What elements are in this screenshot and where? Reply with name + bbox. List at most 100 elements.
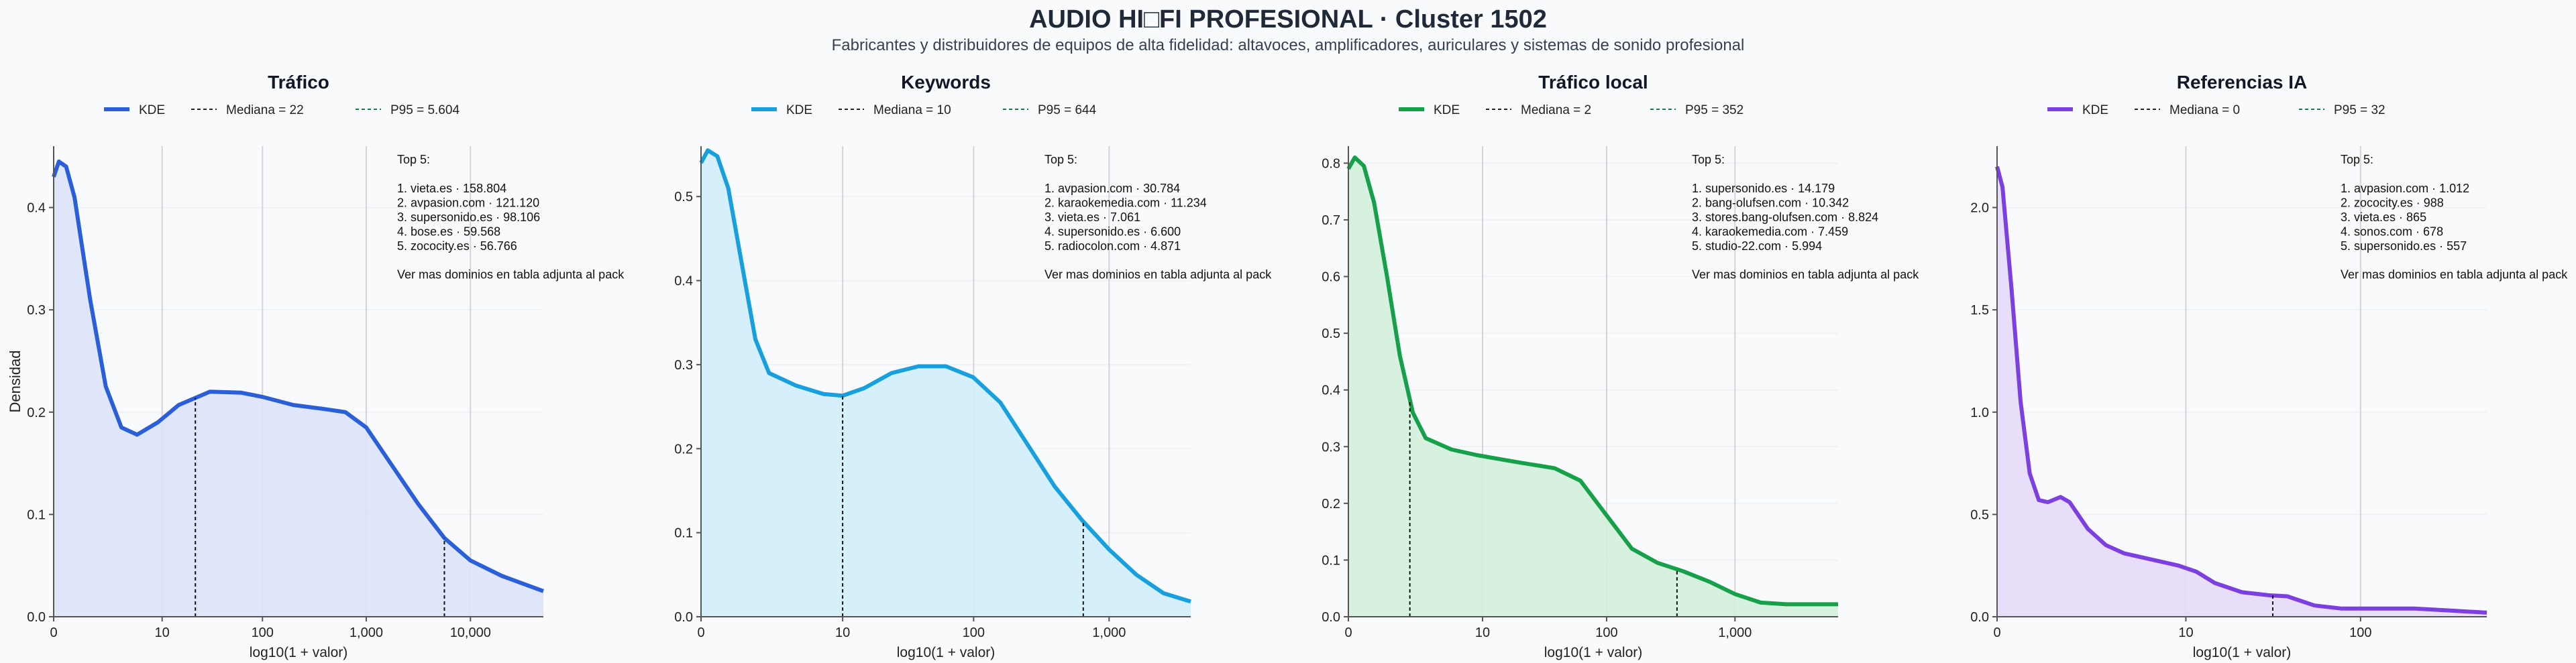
x-tick-label: 10 — [155, 625, 170, 640]
top5-item: 1. supersonido.es · 14.179 — [1692, 182, 1835, 195]
x-tick-label: 10 — [835, 625, 850, 640]
top5-item: 2. karaokemedia.com · 11.234 — [1044, 196, 1207, 210]
x-tick-label: 100 — [963, 625, 985, 640]
y-tick-label: 0.0 — [674, 610, 693, 625]
page-subtitle: Fabricantes y distribuidores de equipos … — [831, 36, 1745, 54]
top5-item: 5. zococity.es · 56.766 — [397, 239, 517, 253]
y-tick-label: 0.3 — [674, 358, 693, 373]
chart-title: Keywords — [901, 72, 991, 93]
x-tick-label: 1,000 — [1718, 625, 1752, 640]
x-tick-label: 100 — [2349, 625, 2371, 640]
chart-panel-4: Referencias IA KDE Mediana = 0 P95 = 32 0.0 0… — [1970, 72, 2568, 660]
top5-item: 1. vieta.es · 158.804 — [397, 182, 506, 195]
kde-line — [699, 148, 1191, 604]
x-tick-label: 0 — [1993, 625, 2000, 640]
chart-panel-3: Tráfico local KDE Mediana = 2 P95 = 352 0.0 0… — [1322, 72, 1919, 660]
kde-line — [52, 159, 545, 593]
x-tick-label: 10 — [1475, 625, 1490, 640]
top5-item: 3. vieta.es · 7.061 — [1044, 210, 1140, 224]
y-tick-label: 0.3 — [1322, 440, 1340, 455]
y-tick-label: 0.6 — [1322, 270, 1340, 285]
y-tick-label: 0.2 — [27, 406, 46, 420]
legend-median-label: Mediana = 10 — [873, 103, 951, 117]
x-tick-label: 100 — [1595, 625, 1617, 640]
kde-area — [701, 150, 1191, 617]
x-axis-label: log10(1 + valor) — [897, 645, 996, 660]
chart-title: Tráfico local — [1538, 72, 1648, 93]
top5-item: 2. bang-olufsen.com · 10.342 — [1692, 196, 1849, 210]
y-tick-label: 0.0 — [1970, 610, 1989, 625]
y-tick-label: 0.1 — [674, 526, 693, 541]
x-axis-label: log10(1 + valor) — [1544, 645, 1643, 660]
top5-title: Top 5: — [1044, 153, 1077, 166]
top5-item: 4. supersonido.es · 6.600 — [1044, 225, 1181, 239]
y-tick-label: 0.0 — [27, 610, 46, 625]
x-tick-label: 1,000 — [1092, 625, 1126, 640]
x-axis-label: log10(1 + valor) — [2193, 645, 2292, 660]
x-tick-label: 0 — [50, 625, 57, 640]
top5-item: 3. supersonido.es · 98.106 — [397, 210, 540, 224]
legend-kde-label: KDE — [786, 103, 812, 117]
x-tick-label: 10,000 — [450, 625, 491, 640]
chart-title: Tráfico — [268, 72, 329, 93]
legend-p95-label: P95 = 644 — [1038, 103, 1097, 117]
top5-item: 3. stores.bang-olufsen.com · 8.824 — [1692, 210, 1878, 224]
chart-panel-1: Tráfico KDE Mediana = 22 P95 = 5.604 0.0 0.1 0… — [27, 72, 625, 660]
y-tick-label: 0.3 — [27, 303, 46, 318]
y-tick-label: 0.5 — [1970, 507, 1989, 522]
y-tick-label: 0.4 — [1322, 383, 1340, 398]
top5-item: 5. supersonido.es · 557 — [2341, 239, 2467, 253]
top5-item: 4. karaokemedia.com · 7.459 — [1692, 225, 1848, 239]
top5-item: 3. vieta.es · 865 — [2341, 210, 2426, 224]
top5-more-note: Ver mas dominios en tabla adjunta al pac… — [2341, 268, 2568, 282]
top5-item: 1. avpasion.com · 1.012 — [2341, 182, 2469, 195]
kde-line — [1995, 166, 2487, 615]
y-tick-label: 1.0 — [1970, 406, 1989, 420]
legend-p95-label: P95 = 5.604 — [390, 103, 460, 117]
top5-item: 4. bose.es · 59.568 — [397, 225, 500, 239]
top5-item: 2. zococity.es · 988 — [2341, 196, 2444, 210]
y-tick-label: 0.2 — [674, 442, 693, 457]
y-tick-label: 0.7 — [1322, 213, 1340, 228]
y-axis-label: Densidad — [7, 351, 23, 413]
top5-item: 2. avpasion.com · 121.120 — [397, 196, 539, 210]
legend-p95-label: P95 = 32 — [2334, 103, 2385, 117]
y-tick-label: 2.0 — [1970, 201, 1989, 216]
page-title: AUDIO HI□FI PROFESIONAL · Cluster 1502 — [1029, 5, 1547, 34]
y-tick-label: 0.4 — [674, 274, 693, 289]
top5-item: 5. studio-22.com · 5.994 — [1692, 239, 1822, 253]
top5-item: 1. avpasion.com · 30.784 — [1044, 182, 1180, 195]
x-tick-label: 100 — [252, 625, 274, 640]
top5-item: 5. radiocolon.com · 4.871 — [1044, 239, 1181, 253]
y-tick-label: 0.1 — [27, 507, 46, 522]
legend-median-label: Mediana = 0 — [2169, 103, 2240, 117]
top5-item: 4. sonos.com · 678 — [2341, 225, 2443, 239]
top5-title: Top 5: — [397, 153, 430, 166]
y-tick-label: 0.4 — [27, 201, 46, 216]
y-tick-label: 0.1 — [1322, 553, 1340, 568]
y-tick-label: 0.5 — [1322, 326, 1340, 341]
chart-panel-2: Keywords KDE Mediana = 10 P95 = 644 0.0 0.1 0.… — [674, 72, 1272, 660]
legend-median-label: Mediana = 22 — [226, 103, 304, 117]
top5-more-note: Ver mas dominios en tabla adjunta al pac… — [1044, 268, 1272, 282]
legend-kde-label: KDE — [139, 103, 165, 117]
y-tick-label: 1.5 — [1970, 303, 1989, 318]
top5-more-note: Ver mas dominios en tabla adjunta al pac… — [397, 268, 625, 282]
y-tick-label: 0.2 — [1322, 497, 1340, 511]
legend-p95-label: P95 = 352 — [1685, 103, 1743, 117]
top5-title: Top 5: — [2341, 153, 2373, 166]
y-tick-label: 0.8 — [1322, 156, 1340, 171]
top5-title: Top 5: — [1692, 153, 1725, 166]
kde-area — [54, 161, 543, 617]
kde-line — [1346, 155, 1838, 607]
kde-area — [1997, 166, 2487, 617]
x-tick-label: 0 — [1344, 625, 1352, 640]
chart-title: Referencias IA — [2177, 72, 2308, 93]
legend-kde-label: KDE — [1434, 103, 1460, 117]
legend-kde-label: KDE — [2082, 103, 2108, 117]
x-tick-label: 10 — [2178, 625, 2193, 640]
kde-area — [1348, 157, 1838, 617]
x-tick-label: 1,000 — [350, 625, 383, 640]
x-axis-label: log10(1 + valor) — [250, 645, 348, 660]
